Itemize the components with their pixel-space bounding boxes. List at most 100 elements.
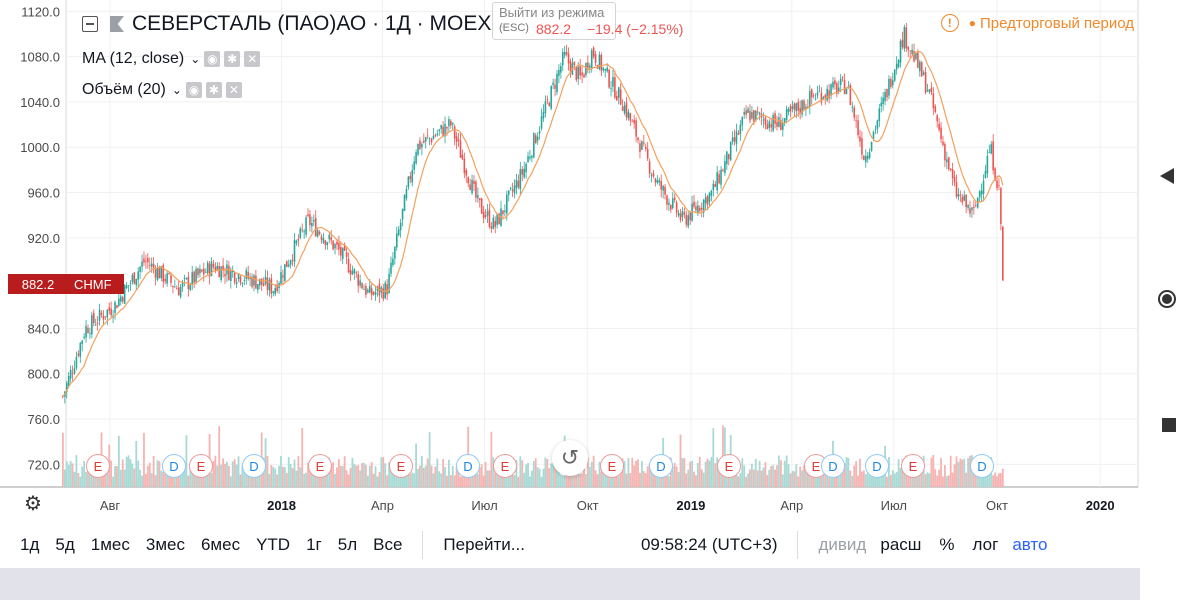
earnings-marker[interactable]: E [86, 454, 110, 478]
chevron-down-icon[interactable]: ⌄ [190, 52, 201, 66]
volume-bar [575, 468, 578, 487]
y-tick-label: 840.0 [27, 321, 60, 336]
candle-body [280, 272, 282, 284]
dividend-marker[interactable]: D [970, 454, 994, 478]
volume-bar [853, 465, 856, 487]
close-icon[interactable]: ✕ [244, 51, 261, 67]
dividend-marker[interactable]: D [865, 454, 889, 478]
eye-icon[interactable]: ◉ [185, 82, 202, 98]
candle-body [710, 190, 713, 196]
candle-body [648, 161, 651, 174]
candle-body [486, 211, 489, 216]
candle-body [515, 179, 518, 189]
candle-body [424, 137, 427, 142]
volume-bar [370, 462, 373, 487]
candle-body [496, 214, 498, 225]
reset-chart-button[interactable]: ↺ [552, 440, 588, 476]
gear-icon[interactable]: ✱ [205, 82, 222, 98]
volume-bar [534, 458, 537, 487]
candle-body [436, 133, 439, 136]
indicator-ma[interactable]: MA (12, close) ⌄ ◉ ✱ ✕ [82, 50, 261, 68]
range-5d[interactable]: 5д [55, 535, 75, 554]
toggle-dividends[interactable]: дивид [818, 535, 867, 554]
volume-bar [706, 458, 709, 487]
chevron-down-icon[interactable]: ⌄ [171, 83, 182, 97]
candle-body [735, 131, 738, 144]
volume-bar [548, 468, 551, 487]
range-all[interactable]: Все [373, 535, 403, 554]
premarket-status[interactable]: ! ● Предторговый период [940, 14, 1134, 32]
candle-body [65, 383, 68, 393]
range-1m[interactable]: 1мес [90, 535, 130, 554]
candle-body [490, 226, 493, 229]
candle-body [442, 126, 444, 137]
toggle-auto[interactable]: авто [1012, 535, 1048, 554]
candle-body [909, 50, 911, 52]
volume-bar [920, 462, 923, 487]
range-1d[interactable]: 1д [20, 535, 40, 554]
range-3m[interactable]: 3мес [145, 535, 185, 554]
settings-gear-icon[interactable]: ⚙ [24, 493, 42, 515]
dividend-marker[interactable]: D [821, 454, 845, 478]
range-1y[interactable]: 1г [306, 535, 322, 554]
range-ytd[interactable]: YTD [256, 535, 291, 554]
toggle-extended[interactable]: расш [880, 535, 922, 554]
volume-bar [552, 463, 555, 487]
volume-bar [424, 465, 427, 487]
candle-body [567, 53, 570, 64]
candle-body [258, 278, 261, 286]
volume-bar [637, 459, 639, 487]
collapse-legend-button[interactable] [82, 16, 98, 32]
volume-bar [739, 472, 742, 487]
dividend-marker[interactable]: D [162, 454, 186, 478]
candle-body [295, 240, 298, 244]
volume-bar [785, 455, 788, 487]
candle-body [100, 312, 103, 315]
goto-date-button[interactable]: Перейти... [443, 535, 525, 554]
candle-body [473, 180, 475, 184]
volume-bar [911, 472, 914, 487]
close-icon[interactable]: ✕ [225, 82, 242, 98]
candle-body [303, 231, 305, 233]
candle-body [189, 285, 192, 290]
volume-bar [278, 465, 280, 487]
recent-apps-icon[interactable] [1162, 418, 1176, 432]
candle-body [77, 353, 80, 356]
volume-bar [79, 476, 82, 487]
volume-bar [420, 456, 423, 487]
dividend-marker[interactable]: D [456, 454, 480, 478]
volume-bar [866, 472, 869, 487]
earnings-marker[interactable]: E [717, 454, 741, 478]
toggle-log[interactable]: лог [972, 535, 999, 554]
range-6m[interactable]: 6мес [200, 535, 241, 554]
earnings-marker[interactable]: E [493, 454, 517, 478]
earnings-marker[interactable]: E [389, 454, 413, 478]
candle-body [886, 89, 888, 98]
home-icon[interactable] [1158, 290, 1176, 308]
dividend-marker[interactable]: D [649, 454, 673, 478]
volume-bar [641, 460, 643, 487]
range-5y[interactable]: 5л [337, 535, 358, 554]
candle-body [519, 169, 522, 190]
volume-bar [627, 458, 630, 487]
gear-icon[interactable]: ✱ [224, 51, 241, 67]
candle-body [403, 195, 406, 211]
indicator-volume[interactable]: Объём (20) ⌄ ◉ ✱ ✕ [82, 81, 242, 99]
volume-bar [179, 472, 182, 487]
back-icon[interactable] [1160, 168, 1174, 184]
candle-body [469, 184, 471, 191]
earnings-marker[interactable]: E [600, 454, 624, 478]
candle-body [803, 100, 805, 110]
volume-bar [544, 457, 547, 487]
toggle-percent[interactable]: % [939, 535, 955, 554]
eye-icon[interactable]: ◉ [204, 51, 221, 67]
dividend-marker[interactable]: D [242, 454, 266, 478]
earnings-marker[interactable]: E [901, 454, 925, 478]
candle-body [199, 268, 201, 274]
earnings-marker[interactable]: E [308, 454, 332, 478]
candle-body [428, 138, 431, 139]
volume-bar [947, 475, 950, 487]
flag-icon[interactable] [110, 16, 124, 32]
exit-mode-tooltip[interactable]: Выйти из режима (ESC) [492, 2, 616, 40]
earnings-marker[interactable]: E [189, 454, 213, 478]
